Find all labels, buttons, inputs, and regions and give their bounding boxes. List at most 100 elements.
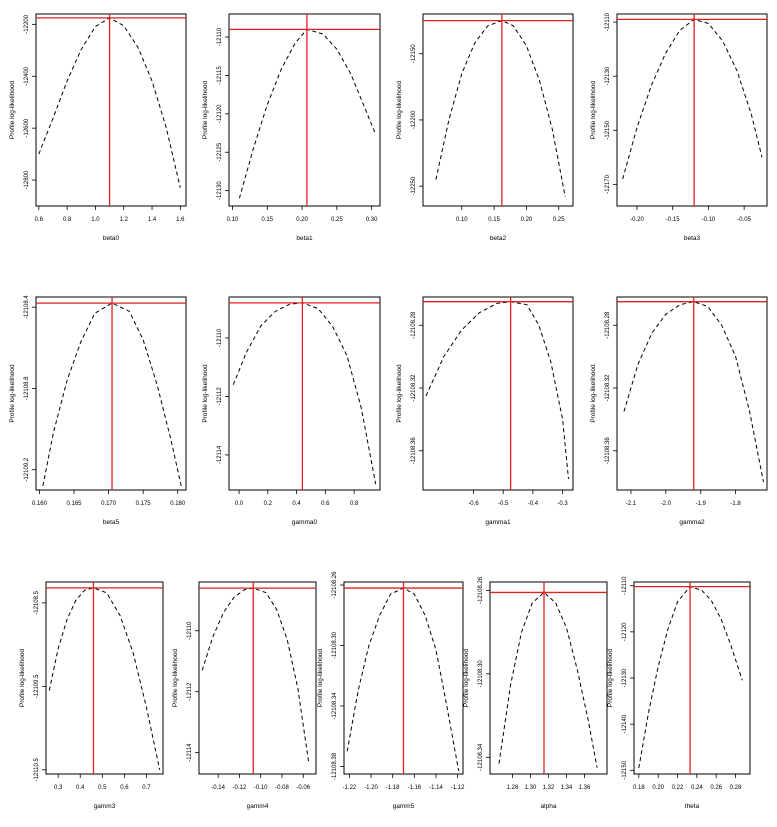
profile-curve [38, 17, 181, 188]
y-tick-label: -12125 [217, 142, 223, 161]
x-tick-label: 0.3 [54, 785, 63, 791]
y-tick-label: -12150 [411, 44, 417, 63]
y-tick-label: -12170 [605, 174, 611, 193]
y-tick-label: -12200 [24, 14, 30, 33]
x-tick-label: 0.15 [488, 217, 500, 223]
x-tick-label: 0.8 [63, 217, 72, 223]
y-axis-label: Profile log-likelihood [9, 364, 16, 423]
x-tick-label: 1.34 [561, 785, 573, 791]
x-tick-label: 0.160 [32, 501, 48, 507]
x-tick-label: 0.15 [261, 217, 273, 223]
y-tick-label: -12130 [622, 668, 628, 687]
x-tick-label: -2.1 [626, 501, 637, 507]
y-tick-label: -12108.36 [411, 437, 417, 465]
profile-curve [638, 586, 743, 769]
x-axis-label: gamma0 [292, 519, 318, 526]
y-tick-label: -12110.5 [34, 758, 40, 782]
y-tick-label: -12108.28 [605, 311, 611, 339]
x-tick-label: 0.4 [292, 501, 301, 507]
plot-frame [228, 13, 381, 207]
x-tick-label: 0.20 [296, 217, 308, 223]
y-tick-label: -12115 [217, 66, 223, 85]
x-tick-label: -0.10 [254, 785, 268, 791]
plot-frame [198, 581, 317, 775]
plot-frame [616, 296, 768, 491]
x-axis-label: beta2 [490, 235, 507, 242]
y-tick-label: -12200 [411, 110, 417, 129]
x-tick-label: 1.2 [120, 217, 129, 223]
x-axis-label: gamma2 [679, 519, 705, 526]
profile-curve [346, 587, 460, 772]
profile-curve [232, 302, 377, 485]
x-tick-label: 0.20 [652, 785, 664, 791]
profile-curve [48, 587, 161, 770]
y-tick-label: -12109.5 [34, 674, 40, 698]
x-tick-label: 0.170 [101, 501, 117, 507]
y-tick-label: -12120 [622, 622, 628, 641]
y-tick-label: -12108.34 [332, 692, 338, 720]
x-axis-label: beta1 [296, 235, 313, 242]
x-tick-label: -1.18 [386, 785, 400, 791]
plot-frame [422, 296, 574, 491]
y-tick-label: -12140 [622, 714, 628, 733]
x-tick-label: -1.16 [407, 785, 421, 791]
x-tick-label: -0.06 [296, 785, 310, 791]
y-tick-label: -12108.30 [332, 631, 338, 659]
x-tick-label: 0.175 [136, 501, 152, 507]
y-tick-label: -12108.32 [605, 374, 611, 402]
x-tick-label: 0.26 [710, 785, 722, 791]
profile-curve [238, 28, 376, 199]
plot-frame [489, 581, 608, 775]
x-axis-label: gamm3 [94, 803, 116, 810]
x-tick-label: -0.08 [275, 785, 289, 791]
x-tick-label: -1.9 [696, 501, 707, 507]
x-tick-label: 0.22 [672, 785, 684, 791]
y-tick-label: -12110 [622, 576, 628, 595]
x-tick-label: 0.0 [235, 501, 244, 507]
x-tick-label: -0.6 [468, 501, 479, 507]
y-axis-label: Profile log-likelihood [590, 364, 597, 423]
y-axis-label: Profile log-likelihood [9, 81, 16, 140]
x-tick-label: 0.20 [521, 217, 533, 223]
x-tick-label: -0.10 [702, 217, 716, 223]
x-tick-label: 1.4 [148, 217, 157, 223]
y-tick-label: -12110 [605, 12, 611, 31]
x-tick-label: 0.28 [730, 785, 742, 791]
y-axis-label: Profile log-likelihood [202, 364, 209, 423]
y-tick-label: -12250 [411, 176, 417, 195]
y-tick-label: -12130 [605, 66, 611, 85]
x-tick-label: 0.25 [553, 217, 565, 223]
x-tick-label: 0.165 [67, 501, 83, 507]
x-tick-label: 0.18 [633, 785, 645, 791]
y-tick-label: -12130 [217, 181, 223, 200]
y-tick-label: -12108.5 [34, 590, 40, 614]
y-axis-label: Profile log-likelihood [396, 364, 403, 423]
x-axis-label: beta3 [684, 235, 701, 242]
y-tick-label: -12114 [217, 445, 223, 464]
x-tick-label: 0.7 [142, 785, 151, 791]
x-tick-label: -0.12 [233, 785, 247, 791]
x-tick-label: -1.12 [451, 785, 465, 791]
plot-frame [422, 13, 574, 207]
x-tick-label: 0.4 [76, 785, 85, 791]
profile-curve [498, 591, 598, 768]
y-tick-label: -12108.30 [478, 660, 484, 688]
y-axis-label: Profile log-likelihood [396, 81, 403, 140]
plot-frame [35, 296, 187, 491]
x-axis-label: beta5 [103, 519, 120, 526]
y-tick-label: -12112 [187, 682, 193, 701]
plot-frame [45, 581, 164, 775]
x-tick-label: -0.20 [630, 217, 644, 223]
y-tick-label: -12108.36 [605, 437, 611, 465]
y-axis-label: Profile log-likelihood [19, 649, 26, 708]
x-tick-label: 0.10 [456, 217, 468, 223]
